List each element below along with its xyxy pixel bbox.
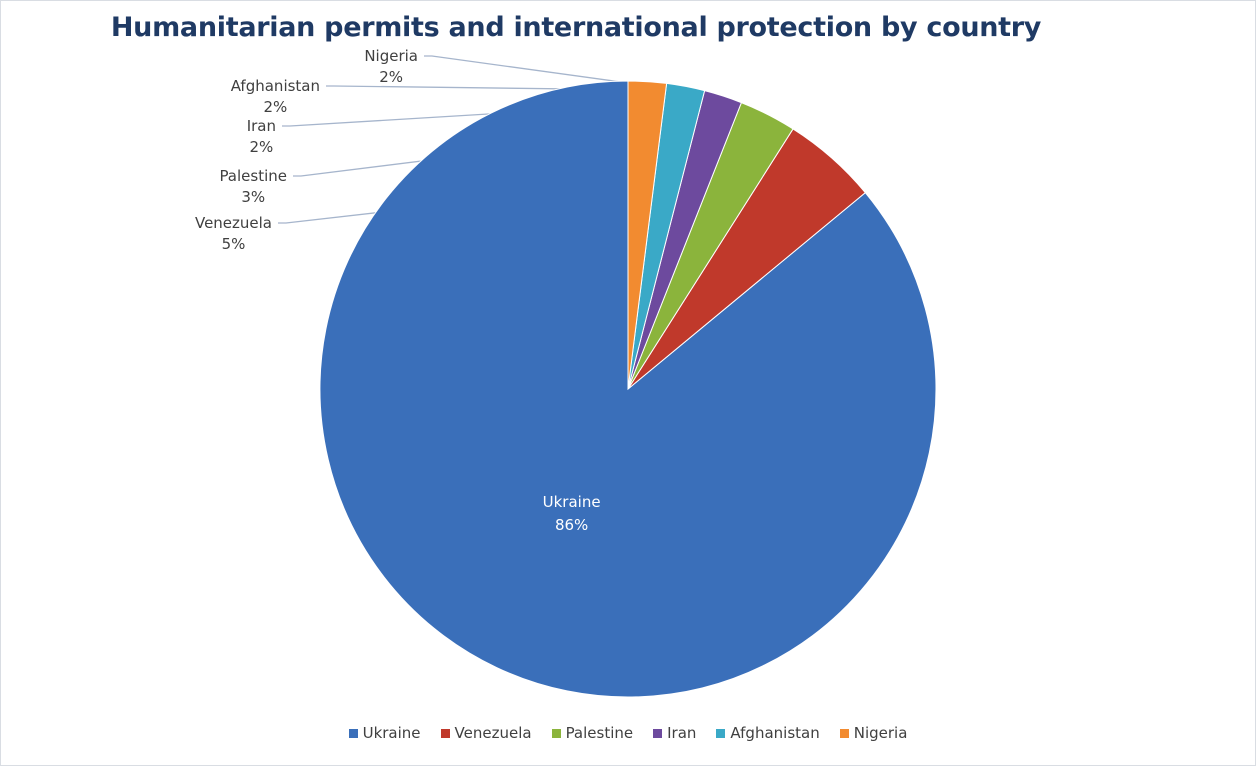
legend-item-ukraine: Ukraine (348, 724, 421, 742)
slice-label-iran: Iran (247, 117, 276, 135)
legend-item-venezuela: Venezuela (440, 724, 532, 742)
slice-label-nigeria: Nigeria (364, 47, 418, 65)
slice-value-iran: 2% (249, 138, 273, 156)
legend-item-iran: Iran (653, 724, 696, 742)
legend-swatch (653, 728, 663, 738)
chart-title: Humanitarian permits and international p… (110, 12, 1042, 43)
pie-slice-nigeria (627, 80, 668, 390)
legend-item-nigeria: Nigeria (839, 724, 908, 742)
slice-label-palestine: Palestine (219, 167, 287, 185)
slice-value-afghanistan: 2% (263, 98, 287, 116)
slice-value-palestine: 3% (241, 188, 265, 206)
legend-label: Venezuela (454, 724, 532, 742)
legend-swatch (839, 728, 849, 738)
legend-label: Afghanistan (730, 724, 820, 742)
pie-chart: Ukraine86%Venezuela5%Palestine3%Iran2%Af… (195, 47, 937, 698)
slice-value-nigeria: 2% (379, 68, 403, 86)
slice-value-venezuela: 5% (222, 235, 246, 253)
legend-label: Iran (667, 724, 697, 742)
slice-label-venezuela: Venezuela (195, 214, 272, 232)
slice-label-afghanistan: Afghanistan (231, 77, 320, 95)
legend-label: Palestine (565, 724, 634, 742)
legend-item-afghanistan: Afghanistan (716, 724, 820, 742)
legend-swatch (440, 728, 450, 738)
legend-label: Nigeria (853, 724, 908, 742)
legend-label: Ukraine (362, 724, 421, 742)
legend-item-palestine: Palestine (551, 724, 634, 742)
slice-label-ukraine: Ukraine (543, 493, 601, 511)
legend-swatch (348, 728, 358, 738)
legend-swatch (716, 728, 726, 738)
chart-legend: Ukraine Venezuela Palestine Iran Afghanistan… (0, 724, 1256, 742)
legend-swatch (551, 728, 561, 738)
leader-line-nigeria (424, 55, 648, 87)
slice-value-ukraine: 86% (555, 516, 588, 534)
